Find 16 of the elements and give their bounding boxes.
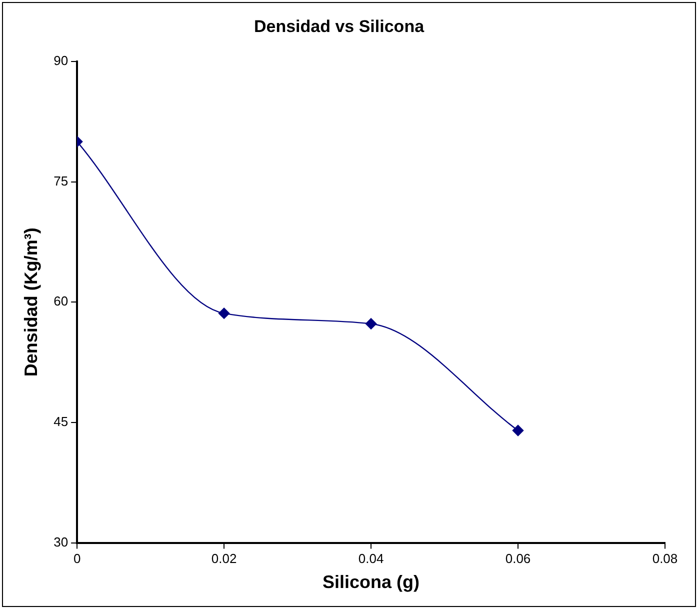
y-tick-label: 45 xyxy=(54,414,68,430)
point xyxy=(512,424,524,436)
x-tick-label: 0.06 xyxy=(505,551,531,566)
y-tick-label: 30 xyxy=(54,534,68,550)
x-axis-title: Silicona (g) xyxy=(322,572,420,592)
y-tick-label: 60 xyxy=(54,294,68,309)
y-tick-label: 75 xyxy=(54,173,68,188)
x-tick-label: 0.02 xyxy=(211,551,237,566)
chart-title: Densidad vs Silicona xyxy=(254,16,425,36)
x-tick-label: 0.04 xyxy=(358,551,384,566)
y-axis-title: Densidad (Kg/m³) xyxy=(20,228,41,377)
point xyxy=(218,308,230,319)
y-tick-label: 90 xyxy=(54,52,68,68)
point xyxy=(365,318,377,330)
x-tick-label: 0.08 xyxy=(652,551,678,566)
x-tick-label: 0 xyxy=(73,551,81,566)
